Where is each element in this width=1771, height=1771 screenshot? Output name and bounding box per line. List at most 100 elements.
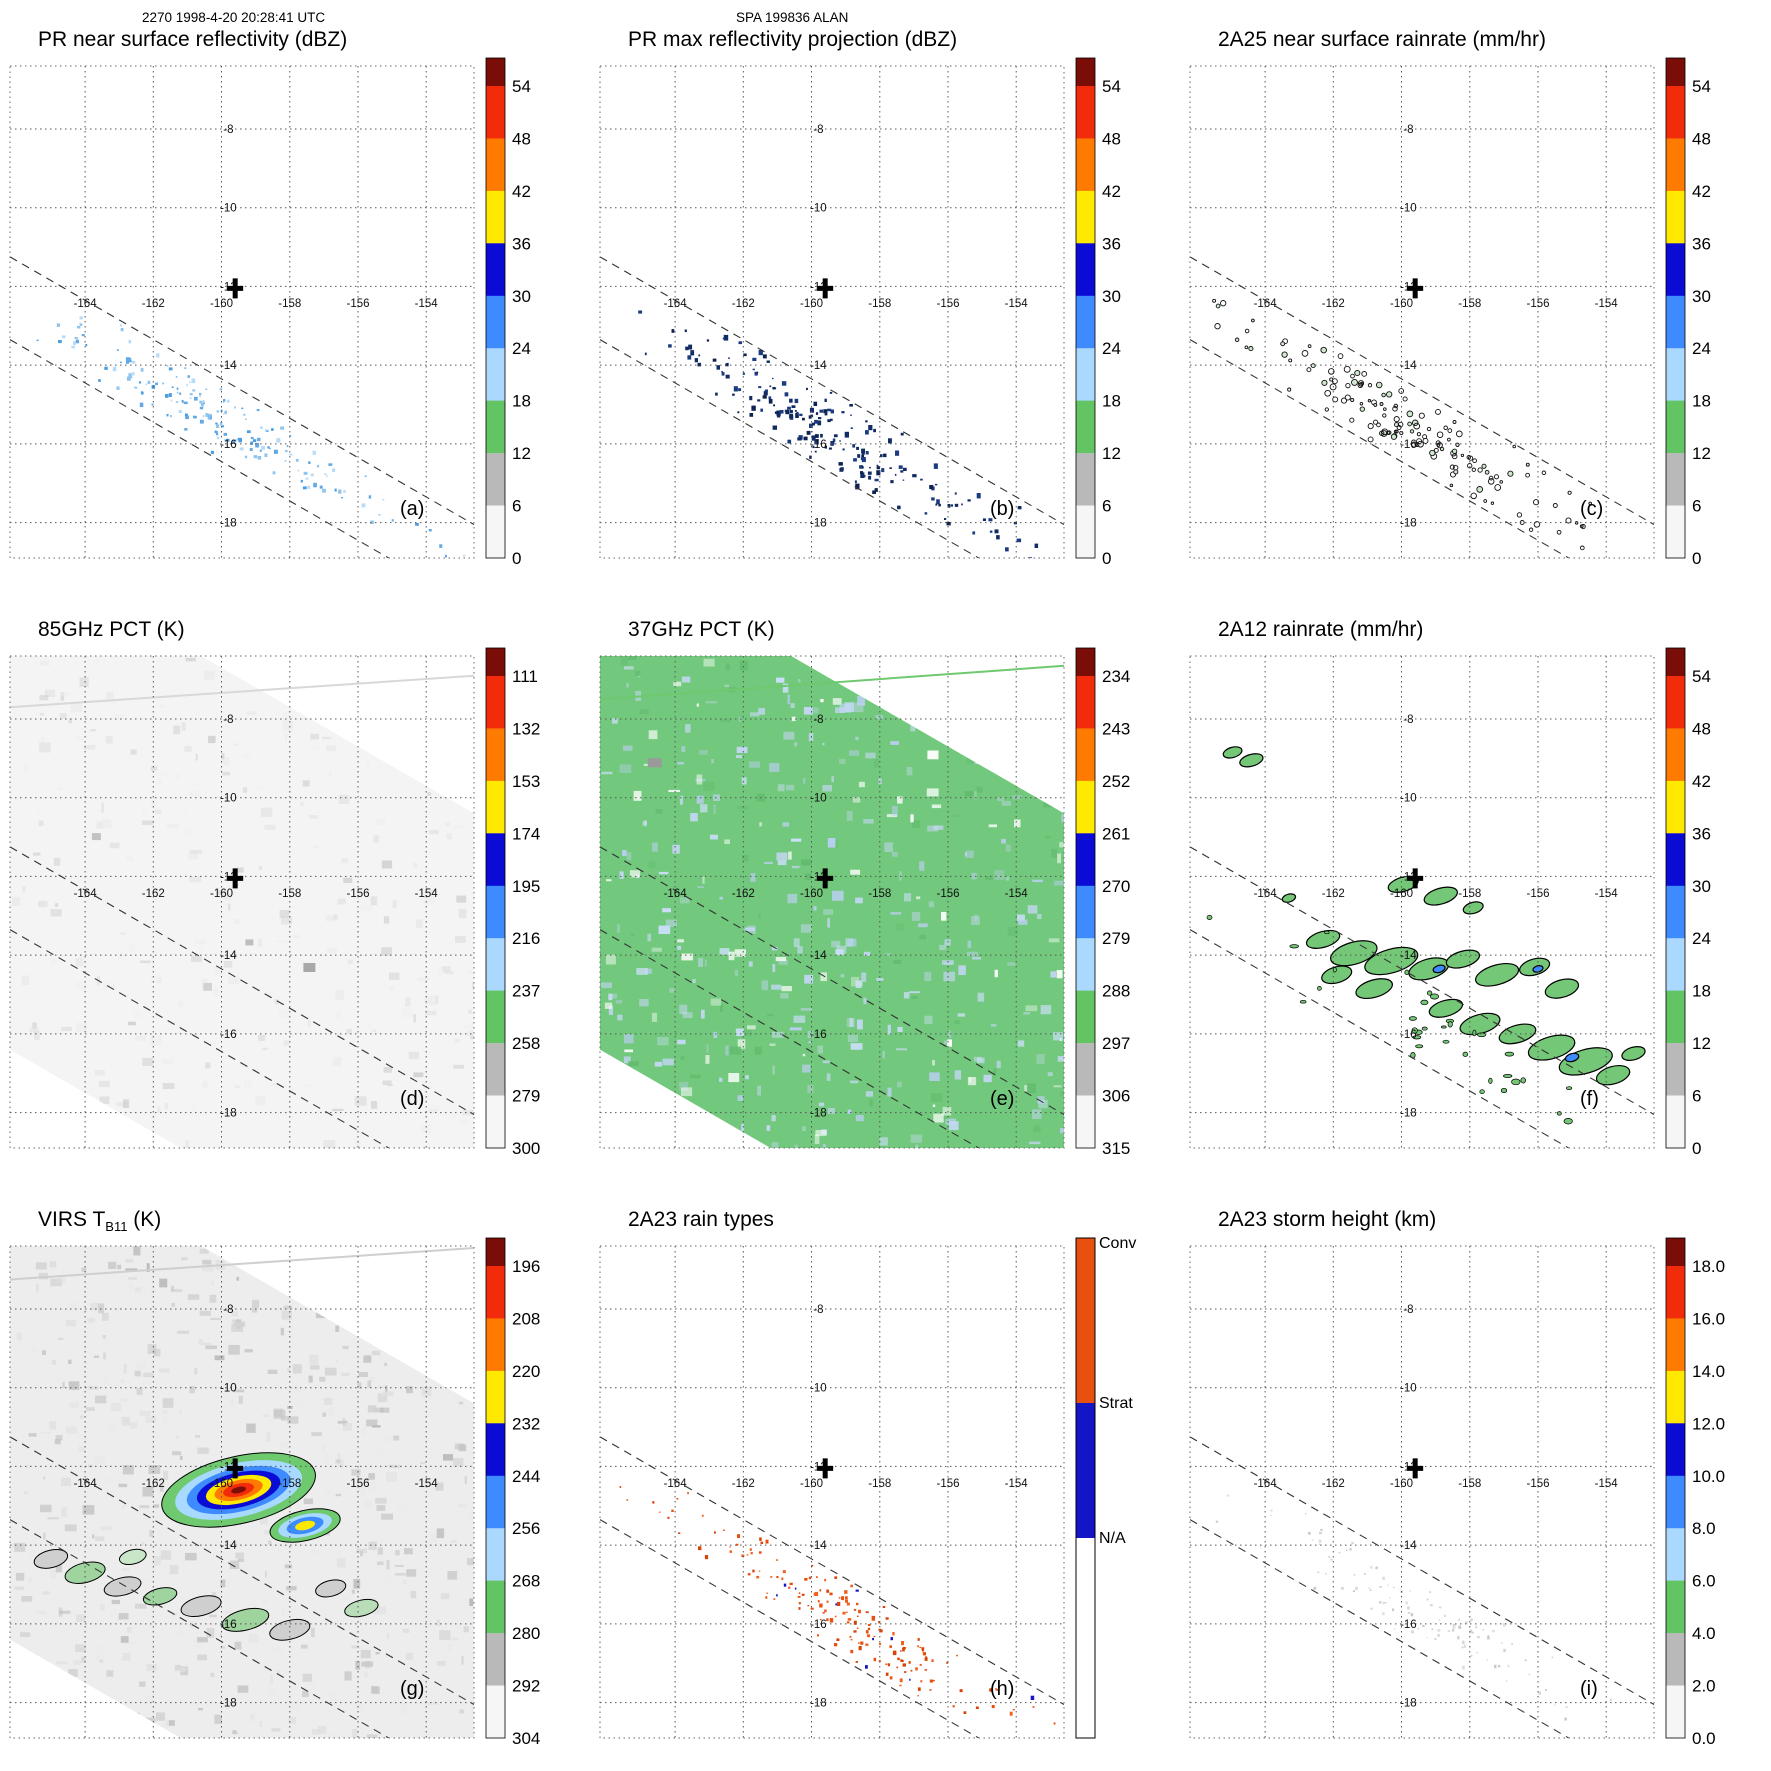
svg-text:-16: -16 [220,1029,237,1041]
svg-text:2.0: 2.0 [1692,1677,1716,1696]
panel-letter: (f) [1580,1088,1599,1110]
svg-text:-154: -154 [415,888,439,900]
echo-speckles [1212,298,1592,551]
panel-c: -164-162-160-158-156-154-8-10-12-14-16-1… [1188,22,1763,582]
title-text: 2A23 storm height (km) [1218,1208,1437,1231]
svg-text:-16: -16 [1400,1029,1417,1041]
svg-text:-8: -8 [1403,714,1413,726]
svg-text:-16: -16 [810,1029,827,1041]
panel-f-map: -164-162-160-158-156-154-8-10-12-14-16-1… [1189,647,1711,1158]
svg-text:-164: -164 [664,1478,688,1490]
grid-labels: -164-162-160-158-156-154-8-10-12-14-16-1… [664,1304,1029,1710]
lat-lon-grid [10,656,474,1148]
svg-text:279: 279 [512,1087,540,1106]
svg-text:-164: -164 [664,888,688,900]
panel-letter: (h) [990,1678,1015,1700]
svg-text:-162: -162 [142,888,165,900]
svg-text:196: 196 [512,1257,540,1276]
pr-swath-edge [10,339,390,558]
title-text: VIRS T [38,1208,106,1231]
plot-frame [9,65,475,559]
svg-text:48: 48 [1692,129,1711,148]
pr-swath-edge [10,256,474,525]
svg-text:12.0: 12.0 [1692,1414,1725,1433]
scan-edge-line [10,674,474,709]
grid-labels: -164-162-160-158-156-154-8-10-12-14-16-1… [1254,124,1619,530]
svg-text:-158: -158 [1458,888,1481,900]
svg-text:220: 220 [512,1362,540,1381]
storm-center-marker [817,868,834,889]
svg-text:-8: -8 [813,124,823,136]
svg-text:-16: -16 [810,439,827,451]
svg-text:12: 12 [1692,1034,1711,1053]
svg-text:-16: -16 [220,1619,237,1631]
svg-text:288: 288 [1102,982,1130,1001]
svg-text:-160: -160 [800,1478,823,1490]
storm-center-marker [1407,278,1424,299]
pr-swath-edge [1190,256,1654,525]
svg-text:306: 306 [1102,1087,1130,1106]
svg-text:48: 48 [1102,129,1121,148]
panel-title: PR max reflectivity projection (dBZ) [628,28,957,54]
rain-cells [1206,746,1646,1125]
svg-text:-160: -160 [1390,298,1413,310]
panel-title: 2A23 rain types [628,1208,774,1234]
svg-text:N/A: N/A [1099,1530,1126,1547]
svg-text:-160: -160 [800,888,823,900]
svg-text:-8: -8 [1403,124,1413,136]
svg-text:8.0: 8.0 [1692,1519,1716,1538]
svg-text:-10: -10 [810,793,827,805]
colorbar: 54 48 42 36 30 24 18 12 6 0 [1665,647,1711,1158]
svg-text:-10: -10 [810,1383,827,1395]
pr-swath-edge [600,846,1064,1115]
plot-frame [599,1245,1065,1739]
svg-text:42: 42 [1692,772,1711,791]
svg-text:-164: -164 [664,298,688,310]
plot-frame [1189,655,1655,1149]
svg-text:-18: -18 [810,518,827,530]
svg-text:-18: -18 [810,1698,827,1710]
colorbar: 54 48 42 36 30 24 18 12 6 0 [1075,57,1121,568]
svg-text:-162: -162 [1322,1478,1345,1490]
svg-text:-156: -156 [936,888,959,900]
svg-text:-8: -8 [1403,1304,1413,1316]
svg-text:14.0: 14.0 [1692,1362,1725,1381]
svg-text:-158: -158 [278,888,301,900]
panel-letter: (e) [990,1088,1015,1110]
svg-text:195: 195 [512,877,540,896]
svg-text:-8: -8 [223,714,233,726]
svg-text:-154: -154 [1595,888,1619,900]
svg-text:6.0: 6.0 [1692,1572,1716,1591]
svg-text:6: 6 [1692,497,1701,516]
panel-i-map: -164-162-160-158-156-154-8-10-12-14-16-1… [1189,1237,1725,1748]
svg-text:-16: -16 [220,439,237,451]
storm-center-marker [227,868,244,889]
svg-text:-16: -16 [1400,1619,1417,1631]
svg-text:-154: -154 [1595,298,1619,310]
svg-text:208: 208 [512,1309,540,1328]
svg-text:237: 237 [512,982,540,1001]
map-area: -164-162-160-158-156-154-8-10-12-14-16-1… [1190,1246,1654,1738]
pr-swath-edge [1190,1519,1570,1738]
panel-e-map: -164-162-160-158-156-154-8-10-12-14-16-1… [599,647,1130,1158]
svg-text:18: 18 [1102,392,1121,411]
svg-text:-160: -160 [210,1478,233,1490]
storm-center-marker [227,1458,244,1479]
svg-text:12: 12 [512,444,531,463]
colorbar: 54 48 42 36 30 24 18 12 6 0 [485,57,531,568]
svg-text:-18: -18 [1400,1698,1417,1710]
storm-center-marker [817,1458,834,1479]
panel-title: 37GHz PCT (K) [628,618,775,644]
pr-swath-edge [600,1519,980,1738]
svg-text:54: 54 [1102,77,1121,96]
svg-text:-156: -156 [1526,1478,1549,1490]
svg-text:261: 261 [1102,824,1130,843]
radiometer-swath-field [10,1246,474,1738]
panel-title: 85GHz PCT (K) [38,618,185,644]
svg-text:10.0: 10.0 [1692,1467,1725,1486]
lat-lon-grid [1190,656,1654,1148]
svg-text:-18: -18 [220,1698,237,1710]
svg-text:-156: -156 [346,1478,369,1490]
svg-text:-162: -162 [142,1478,165,1490]
svg-text:-158: -158 [1458,298,1481,310]
